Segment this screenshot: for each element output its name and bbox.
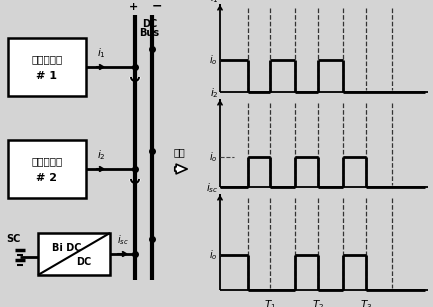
Text: 对应: 对应 — [173, 147, 185, 157]
Text: # 2: # 2 — [36, 173, 58, 183]
Text: # 1: # 1 — [36, 71, 58, 81]
Text: $i_1$: $i_1$ — [210, 0, 219, 5]
Text: $i_o$: $i_o$ — [210, 53, 218, 67]
Text: $i_2$: $i_2$ — [210, 86, 219, 100]
Text: 电池组阵列: 电池组阵列 — [31, 156, 63, 166]
Text: Bus: Bus — [139, 28, 160, 38]
Text: −: − — [152, 0, 162, 12]
Text: SC: SC — [6, 234, 20, 244]
Bar — [8, 38, 86, 96]
Text: Bi DC: Bi DC — [52, 243, 82, 253]
Bar — [8, 140, 86, 198]
Text: DC: DC — [142, 19, 157, 29]
Text: $i_{sc}$: $i_{sc}$ — [207, 181, 219, 195]
Text: $i_1$: $i_1$ — [97, 46, 105, 60]
FancyArrowPatch shape — [175, 164, 187, 174]
Text: $T_2$: $T_2$ — [312, 298, 324, 307]
Text: $i_o$: $i_o$ — [210, 248, 218, 262]
Bar — [38, 233, 110, 275]
Text: $T_3$: $T_3$ — [360, 298, 372, 307]
Text: +: + — [129, 2, 139, 12]
Text: $i_o$: $i_o$ — [210, 150, 218, 164]
Text: DC: DC — [76, 257, 92, 267]
Text: 电池组阵列: 电池组阵列 — [31, 54, 63, 64]
Text: $i_{sc}$: $i_{sc}$ — [117, 233, 129, 247]
Text: $i_2$: $i_2$ — [97, 148, 105, 162]
Text: $T_1$: $T_1$ — [264, 298, 276, 307]
